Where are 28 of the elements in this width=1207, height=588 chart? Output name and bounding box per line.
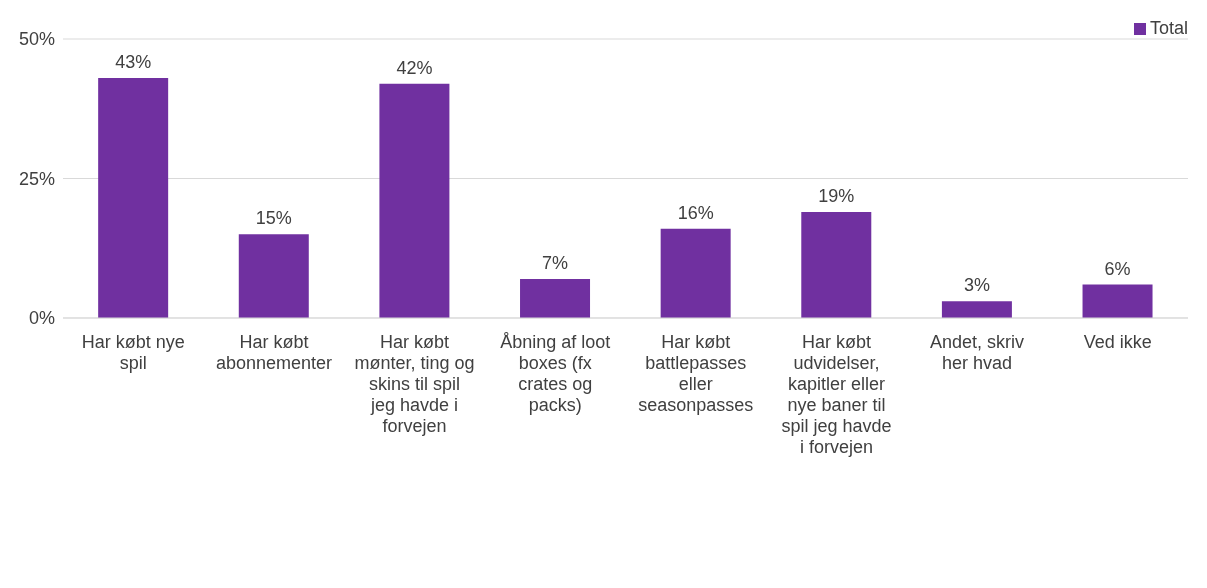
- x-tick-label: Andet, skriv her hvad: [930, 332, 1025, 373]
- data-label: 43%: [115, 52, 152, 73]
- data-label: 6%: [1104, 258, 1131, 279]
- bar: [1082, 284, 1153, 318]
- bar: [379, 83, 450, 318]
- data-label: 19%: [818, 185, 855, 206]
- bar: [238, 234, 309, 318]
- legend-label: Total: [1148, 18, 1188, 39]
- bar: [801, 211, 872, 318]
- data-label: 3%: [963, 275, 990, 296]
- x-tick-label: Har købt nye spil: [81, 332, 185, 373]
- x-tick-label: Har købt abonnementer: [215, 332, 332, 373]
- y-tick-label: 0%: [28, 308, 55, 329]
- x-tick-label: Har købt battlepasses eller seasonpasses: [638, 332, 754, 415]
- bar: [941, 301, 1012, 318]
- x-tick-label: Åbning af loot boxes (fx crates og packs): [500, 332, 611, 415]
- data-label: 16%: [677, 202, 714, 223]
- data-label: 42%: [396, 57, 433, 78]
- x-tick-label: Har købt udvidelser, kapitler eller nye baner til spil jeg havde i forvejen: [781, 332, 892, 457]
- data-label: 7%: [542, 252, 569, 273]
- bar: [660, 228, 731, 318]
- x-tick-label: Har købt mønter, ting og skins til spil jeg havde i forvejen: [354, 332, 475, 436]
- bar: [520, 278, 591, 318]
- data-label: 15%: [255, 208, 292, 229]
- y-tick-label: 50%: [18, 29, 55, 50]
- bar: [98, 78, 169, 318]
- x-tick-label: Ved ikke: [1083, 332, 1152, 352]
- y-tick-label: 25%: [18, 168, 55, 189]
